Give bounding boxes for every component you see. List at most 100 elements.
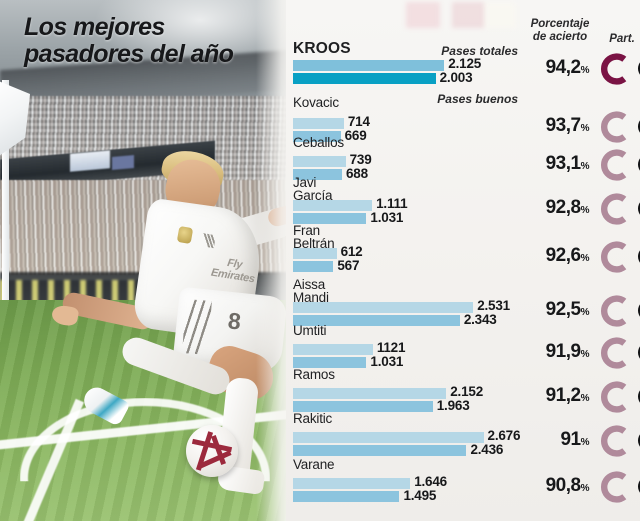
value-good-passes: 1.031 bbox=[370, 210, 404, 225]
accuracy-value: 94,2 bbox=[545, 57, 581, 78]
matches-badge: 16 bbox=[638, 246, 640, 267]
bar-good-passes bbox=[293, 315, 460, 326]
value-good-passes: 669 bbox=[344, 128, 367, 143]
accuracy-value: 91,2 bbox=[545, 385, 581, 406]
percent-unit: % bbox=[580, 307, 590, 318]
value-good-passes: 1.031 bbox=[370, 354, 404, 369]
bar-total-passes bbox=[293, 344, 373, 355]
percent-unit: % bbox=[580, 253, 590, 264]
accuracy-percentage: 91,2% bbox=[509, 385, 590, 407]
matches-header: Part. bbox=[609, 33, 635, 45]
bar-total-passes bbox=[293, 118, 344, 129]
value-total-passes: 1121 bbox=[376, 340, 406, 355]
accuracy-percentage: 91,9% bbox=[509, 341, 590, 363]
bar-good-passes bbox=[293, 261, 334, 272]
bar-good-passes bbox=[293, 131, 341, 142]
percent-unit: % bbox=[580, 205, 590, 216]
shirt-number: 8 bbox=[226, 307, 243, 335]
value-total-passes: 2.152 bbox=[450, 384, 484, 399]
accuracy-value: 93,1 bbox=[545, 153, 581, 174]
player-name: Varane bbox=[293, 457, 335, 472]
bar-good-passes bbox=[293, 357, 367, 368]
value-total-passes: 739 bbox=[349, 152, 372, 167]
value-good-passes: 567 bbox=[337, 258, 360, 273]
value-good-passes: 1.495 bbox=[403, 488, 437, 503]
accuracy-percentage: 91% bbox=[509, 429, 589, 451]
matches-badge: 36 bbox=[638, 300, 640, 321]
accuracy-value: 92,8 bbox=[545, 197, 581, 218]
source-watermark bbox=[406, 2, 516, 28]
accuracy-ring-icon bbox=[598, 110, 632, 144]
legend-good-passes: Pases buenos bbox=[437, 92, 518, 106]
board-logo bbox=[70, 150, 110, 172]
club-crest bbox=[176, 225, 194, 245]
percent-unit: % bbox=[580, 393, 590, 404]
football-pattern bbox=[186, 425, 238, 477]
bar-total-passes bbox=[293, 200, 373, 211]
player-name: KROOS bbox=[293, 40, 351, 57]
accuracy-value: 91,9 bbox=[545, 341, 581, 362]
value-good-passes: 2.003 bbox=[439, 70, 473, 85]
accuracy-percentage: 92,8% bbox=[509, 197, 590, 219]
accuracy-value: 93,7 bbox=[545, 115, 581, 136]
accuracy-value: 92,5 bbox=[545, 299, 581, 320]
player-name: Umtiti bbox=[293, 323, 327, 338]
accuracy-value: 91 bbox=[560, 429, 581, 450]
kit-brand-icon bbox=[198, 232, 217, 249]
accuracy-percentage: 90,8% bbox=[509, 475, 590, 497]
bar-good-passes bbox=[293, 73, 436, 84]
bar-total-passes bbox=[293, 302, 474, 313]
player-name: Ceballos bbox=[293, 135, 344, 150]
accuracy-ring-icon bbox=[598, 424, 632, 458]
accuracy-ring-icon bbox=[598, 240, 632, 274]
player-name: Ramos bbox=[293, 367, 335, 382]
percent-unit: % bbox=[580, 437, 590, 448]
player-name: Aissa Mandi bbox=[293, 277, 329, 305]
accuracy-percentage: 94,2% bbox=[509, 57, 590, 79]
bar-good-passes bbox=[293, 491, 400, 502]
matches-badge: 24 bbox=[638, 198, 640, 219]
bar-good-passes bbox=[293, 401, 433, 412]
matches-badge: 34 bbox=[638, 430, 640, 451]
player-name: Rakitic bbox=[293, 411, 333, 426]
bar-total-passes bbox=[293, 248, 337, 259]
percent-unit: % bbox=[580, 483, 590, 494]
accuracy-percentage: 92,6% bbox=[509, 245, 590, 267]
board-logo-secondary bbox=[112, 155, 134, 170]
bar-total-passes bbox=[293, 388, 447, 399]
page-title: Los mejores pasadores del año bbox=[24, 13, 234, 68]
accuracy-ring-icon bbox=[598, 192, 632, 226]
matches-badge: 17 bbox=[638, 116, 640, 137]
bar-good-passes bbox=[293, 213, 367, 224]
stats-panel: Porcentaje de acierto Part. Pases totale… bbox=[286, 0, 640, 521]
accuracy-value: 92,6 bbox=[545, 245, 581, 266]
value-total-passes: 2.125 bbox=[448, 56, 482, 71]
percent-unit: % bbox=[580, 65, 590, 76]
value-total-passes: 714 bbox=[347, 114, 370, 129]
accuracy-ring-icon bbox=[598, 470, 632, 504]
bar-good-passes bbox=[293, 169, 342, 180]
bar-total-passes bbox=[293, 60, 445, 71]
value-good-passes: 688 bbox=[345, 166, 368, 181]
percent-unit: % bbox=[580, 123, 590, 134]
value-total-passes: 2.531 bbox=[477, 298, 510, 313]
accuracy-percentage: 92,5% bbox=[509, 299, 590, 321]
value-good-passes: 1.963 bbox=[436, 398, 470, 413]
accuracy-ring-icon bbox=[598, 148, 632, 182]
accuracy-ring-icon bbox=[598, 52, 632, 86]
value-total-passes: 612 bbox=[340, 244, 363, 259]
bar-total-passes bbox=[293, 478, 411, 489]
accuracy-header: Porcentaje de acierto bbox=[530, 18, 590, 43]
percent-unit: % bbox=[580, 349, 590, 360]
bar-good-passes bbox=[293, 445, 467, 456]
bar-total-passes bbox=[293, 432, 484, 443]
player-photo: Fly Emirates 8 bbox=[0, 0, 292, 521]
value-total-passes: 1.111 bbox=[376, 196, 408, 211]
matches-badge: 20 bbox=[638, 342, 640, 363]
value-good-passes: 2.343 bbox=[463, 312, 497, 327]
accuracy-ring-icon bbox=[598, 380, 632, 414]
player-name: Kovacic bbox=[293, 95, 339, 110]
shorts-stripes bbox=[182, 299, 212, 355]
matches-badge: 29 bbox=[638, 386, 640, 407]
value-total-passes: 1.646 bbox=[414, 474, 447, 489]
